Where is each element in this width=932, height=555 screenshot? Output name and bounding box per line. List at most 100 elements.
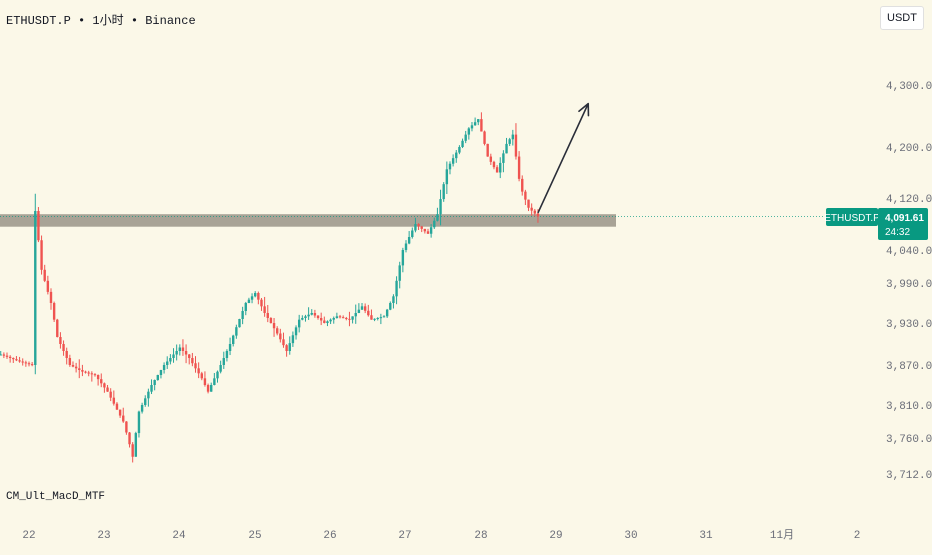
- price-axis-label: 3,930.00: [886, 319, 932, 331]
- candle-body: [514, 134, 518, 157]
- candle-body: [360, 306, 364, 310]
- price-axis-label: 4,300.00: [886, 81, 932, 93]
- candle-body: [206, 385, 210, 392]
- candle-body: [166, 361, 169, 365]
- candle-body: [492, 161, 496, 168]
- candle-body: [480, 119, 483, 132]
- candle-body: [172, 354, 175, 358]
- candle-body: [442, 184, 445, 200]
- candle-body: [411, 230, 414, 237]
- candle-body: [81, 370, 84, 372]
- candle-body: [451, 158, 455, 164]
- time-axis-label: 29: [549, 530, 562, 542]
- price-axis-label: 4,200.00: [886, 143, 932, 155]
- candle-body: [407, 237, 411, 244]
- candle-body: [423, 228, 427, 232]
- candle-body: [351, 316, 354, 320]
- candle-body: [291, 335, 295, 344]
- candle-body: [502, 153, 505, 163]
- candle-body: [194, 363, 197, 369]
- candle-body: [147, 391, 150, 399]
- candle-body: [131, 444, 134, 457]
- time-axis-label: 2: [854, 530, 861, 542]
- candle-body: [404, 243, 408, 250]
- price-axis[interactable]: 4,300.00 4,200.00 4,120.00 4,040.00 3,990.00…: [886, 81, 932, 482]
- candle-body: [470, 125, 474, 129]
- price-tag-layer: ETHUSDT.P 4,091.61 24:32: [824, 208, 928, 240]
- candle-body: [112, 397, 116, 404]
- candle-body: [241, 311, 244, 319]
- candle-body: [285, 345, 288, 351]
- candle-body: [521, 178, 524, 192]
- candle-body: [332, 318, 335, 320]
- candle-body: [8, 356, 12, 358]
- title-separator: •: [130, 14, 139, 28]
- candle-body: [266, 313, 269, 318]
- candle-body: [414, 224, 417, 231]
- time-axis-label: 22: [22, 530, 35, 542]
- candle-body: [433, 220, 436, 228]
- currency-button[interactable]: USDT: [880, 6, 924, 30]
- candle-body: [477, 119, 480, 123]
- candle-body: [483, 131, 486, 144]
- support-layer: [0, 214, 878, 227]
- candle-body: [27, 363, 31, 365]
- candle-body: [458, 147, 461, 153]
- time-axis-label: 23: [97, 530, 110, 542]
- candle-body: [115, 403, 119, 410]
- support-zone-band: [0, 214, 616, 227]
- time-axis-label: 28: [474, 530, 487, 542]
- candle-body: [257, 293, 260, 300]
- candle-body: [533, 210, 537, 214]
- annotation-layer: [537, 102, 590, 214]
- candles-layer: [0, 112, 540, 463]
- candle-body: [100, 379, 103, 384]
- price-axis-label: 3,810.00: [886, 401, 932, 413]
- candle-body: [461, 140, 464, 147]
- candle-body: [279, 333, 282, 340]
- candle-body: [52, 303, 56, 320]
- time-axis-label: 27: [398, 530, 411, 542]
- candle-body: [213, 378, 216, 385]
- candle-body: [137, 411, 141, 434]
- price-axis-label: 4,120.00: [886, 194, 932, 206]
- candle-body: [398, 265, 401, 281]
- candle-body: [530, 207, 533, 211]
- candle-body: [232, 335, 235, 344]
- candle-body: [90, 373, 94, 375]
- candle-body: [275, 328, 279, 334]
- indicator-label[interactable]: CM_Ult_MacD_MTF: [6, 491, 106, 503]
- time-axis[interactable]: 22 23 24 25 26 27 28 29 30 31 11月 2: [22, 529, 860, 542]
- candle-body: [87, 372, 90, 374]
- candle-body: [329, 319, 332, 322]
- last-price-tag[interactable]: [878, 208, 928, 240]
- candle-body: [379, 317, 383, 319]
- candle-body: [46, 280, 50, 292]
- candle-body: [18, 360, 21, 362]
- symbol-tag[interactable]: [826, 208, 878, 226]
- candle-body: [338, 316, 342, 318]
- candle-body: [178, 347, 181, 351]
- candle-body: [56, 319, 59, 337]
- candle-body: [200, 373, 203, 379]
- candle-body: [68, 358, 72, 365]
- candle-body: [536, 213, 540, 217]
- candle-body: [125, 421, 128, 433]
- candle-body: [486, 143, 489, 157]
- trend-arrow-head-icon: [578, 102, 590, 117]
- candle-body: [184, 351, 188, 355]
- interval-label[interactable]: 1小时: [92, 14, 124, 28]
- candle-body: [367, 310, 370, 316]
- candle-body: [156, 375, 160, 380]
- candle-body: [222, 358, 225, 365]
- exchange-name: Binance: [145, 14, 196, 28]
- candle-body: [106, 387, 109, 392]
- candle-body: [235, 327, 238, 336]
- candle-body: [153, 380, 156, 385]
- candle-body: [348, 318, 351, 320]
- candle-body: [313, 313, 317, 316]
- candle-body: [216, 371, 219, 379]
- candle-body: [517, 156, 521, 179]
